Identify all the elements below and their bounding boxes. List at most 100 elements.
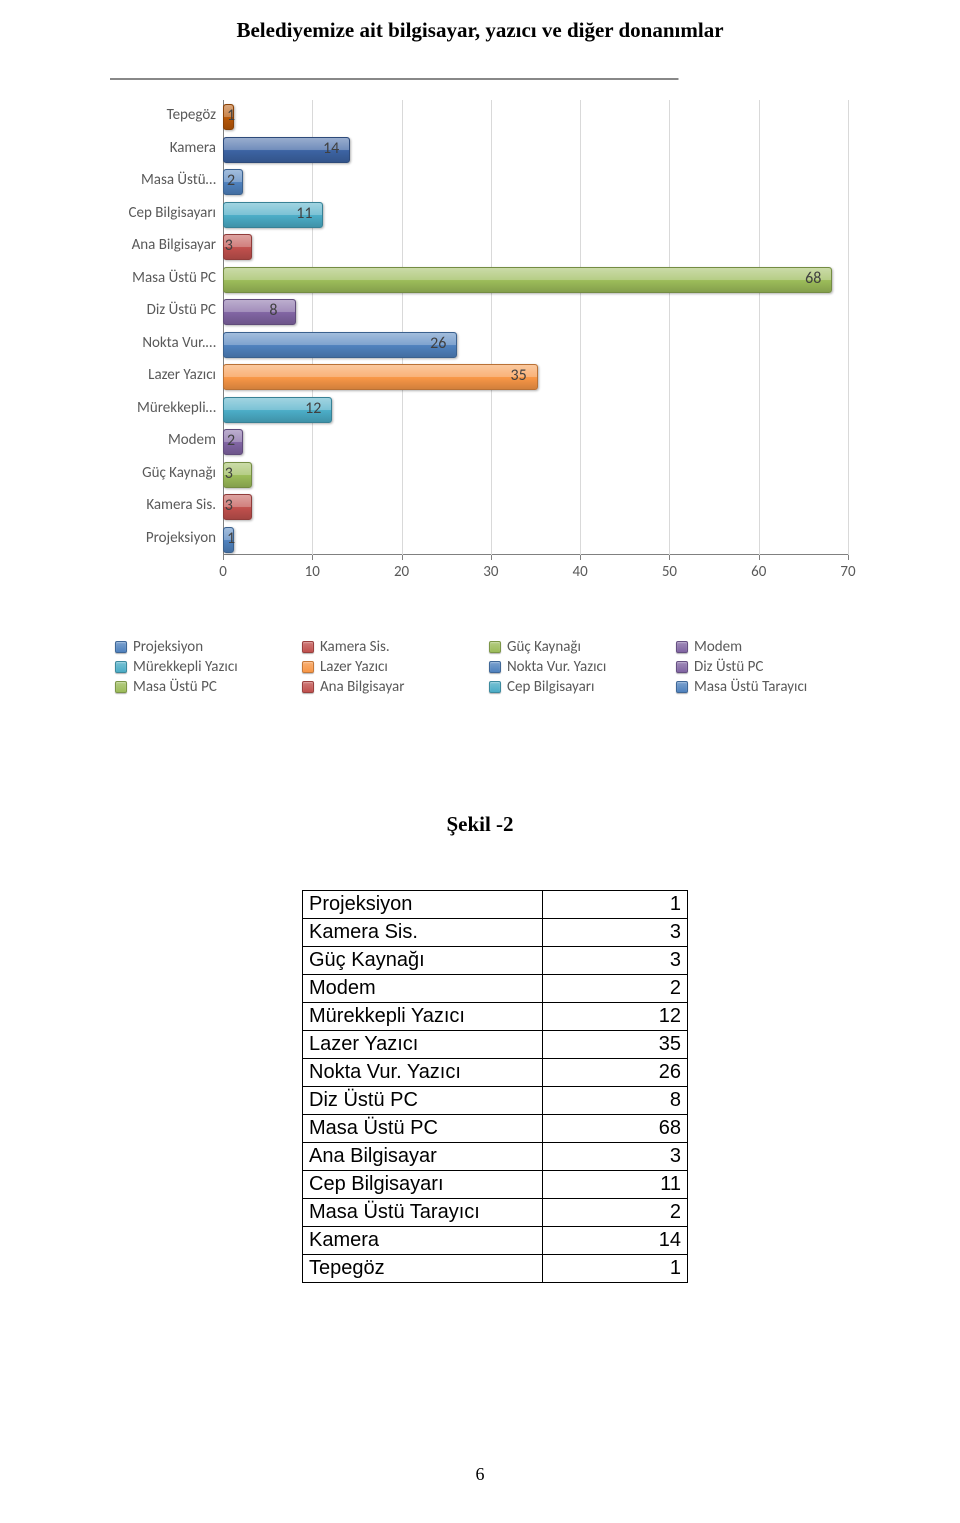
legend-swatch [115,661,127,673]
table-cell-value: 1 [543,891,688,919]
table-cell-value: 3 [543,947,688,975]
x-tick-mark [402,555,403,560]
legend-swatch [676,641,688,653]
bar-row: 1 [223,527,848,551]
legend-item: Cep Bilgisayarı [489,678,676,696]
x-tick-mark [759,555,760,560]
category-label: Modem [110,431,216,449]
table-cell-value: 14 [543,1227,688,1255]
table-cell-name: Nokta Vur. Yazıcı [303,1059,543,1087]
legend-row: Projeksiyon Kamera Sis. Güç Kaynağı Modem [115,638,863,656]
x-tick-mark [848,555,849,560]
table-cell-value: 8 [543,1087,688,1115]
bar-row: 3 [223,462,848,486]
legend-swatch [489,661,501,673]
bar-value-label: 3 [225,464,233,483]
table-cell-value: 3 [543,919,688,947]
bar-value-label: 68 [805,269,821,288]
bar-row: 11 [223,202,848,226]
bar-value-label: 11 [296,204,312,223]
x-tick-mark [491,555,492,560]
table-cell-value: 11 [543,1171,688,1199]
page: Belediyemize ait bilgisayar, yazıcı ve d… [0,0,960,1523]
category-label: Diz Üstü PC [110,301,216,319]
table-cell-name: Kamera Sis. [303,919,543,947]
gridline [669,100,670,555]
legend-item: Diz Üstü PC [676,658,863,676]
bar-value-label: 14 [323,139,339,158]
bar-row: 1 [223,104,848,128]
table-cell-name: Projeksiyon [303,891,543,919]
x-tick-label: 70 [833,563,863,581]
legend-row: Mürekkepli YazıcıLazer YazıcıNokta Vur. … [115,658,863,676]
legend-item: Modem [676,638,863,656]
x-tick-mark [580,555,581,560]
legend-row: Masa Üstü PC Ana Bilgisayar Cep Bilgisayar… [115,678,863,696]
bar-row: 14 [223,137,848,161]
legend-swatch [115,641,127,653]
table-cell-name: Kamera [303,1227,543,1255]
table-row: Güç Kaynağı3 [303,947,688,975]
data-table: Projeksiyon1Kamera Sis.3Güç Kaynağı3Mode… [302,890,688,1283]
legend-swatch [302,641,314,653]
table-row: Cep Bilgisayarı11 [303,1171,688,1199]
x-axis [223,554,848,555]
legend-item: Projeksiyon [115,638,302,656]
legend-swatch [676,681,688,693]
chart-bar [223,299,296,325]
table-row: Diz Üstü PC8 [303,1087,688,1115]
x-tick-label: 0 [208,563,238,581]
legend-label: Cep Bilgisayarı [507,678,594,696]
table-cell-value: 35 [543,1031,688,1059]
legend-label: Ana Bilgisayar [320,678,404,696]
page-number: 6 [0,1464,960,1485]
gridline [580,100,581,555]
category-label: Lazer Yazıcı [110,366,216,384]
gridline [759,100,760,555]
legend-label: Kamera Sis. [320,638,390,656]
table-row: Masa Üstü Tarayıcı2 [303,1199,688,1227]
table-cell-name: Lazer Yazıcı [303,1031,543,1059]
legend-item: Ana Bilgisayar [302,678,489,696]
table-row: Modem2 [303,975,688,1003]
x-tick-mark [223,555,224,560]
table-cell-name: Masa Üstü PC [303,1115,543,1143]
x-tick-mark [312,555,313,560]
table-cell-value: 2 [543,1199,688,1227]
legend-label: Güç Kaynağı [507,638,581,656]
gridline [848,100,849,555]
chart-bar [223,364,538,390]
plot-area: 01020304050607011421136882635122331 [223,100,848,555]
bar-value-label: 2 [227,431,235,450]
legend-label: Mürekkepli Yazıcı [133,658,238,676]
bar-row: 68 [223,267,848,291]
bar-row: 2 [223,169,848,193]
table-cell-name: Mürekkepli Yazıcı [303,1003,543,1031]
chart-top-border [110,78,868,80]
x-tick-label: 30 [476,563,506,581]
bar-row: 8 [223,299,848,323]
legend-item: Masa Üstü PC [115,678,302,696]
legend-item: Mürekkepli Yazıcı [115,658,302,676]
category-label: Güç Kaynağı [110,464,216,482]
bar-row: 35 [223,364,848,388]
table-cell-name: Ana Bilgisayar [303,1143,543,1171]
category-label: Masa Üstü… [110,171,216,189]
bar-row: 12 [223,397,848,421]
category-label: Kamera Sis. [110,496,216,514]
legend-swatch [302,681,314,693]
figure-caption: Şekil -2 [0,812,960,837]
gridline [491,100,492,555]
table-cell-value: 1 [543,1255,688,1283]
table-row: Nokta Vur. Yazıcı26 [303,1059,688,1087]
legend-label: Modem [694,638,742,656]
table-cell-value: 26 [543,1059,688,1087]
table-row: Kamera14 [303,1227,688,1255]
table-row: Kamera Sis.3 [303,919,688,947]
x-tick-label: 20 [387,563,417,581]
table-cell-name: Masa Üstü Tarayıcı [303,1199,543,1227]
table-row: Tepegöz1 [303,1255,688,1283]
table-cell-name: Cep Bilgisayarı [303,1171,543,1199]
bar-value-label: 8 [269,301,277,320]
legend-item: Lazer Yazıcı [302,658,489,676]
